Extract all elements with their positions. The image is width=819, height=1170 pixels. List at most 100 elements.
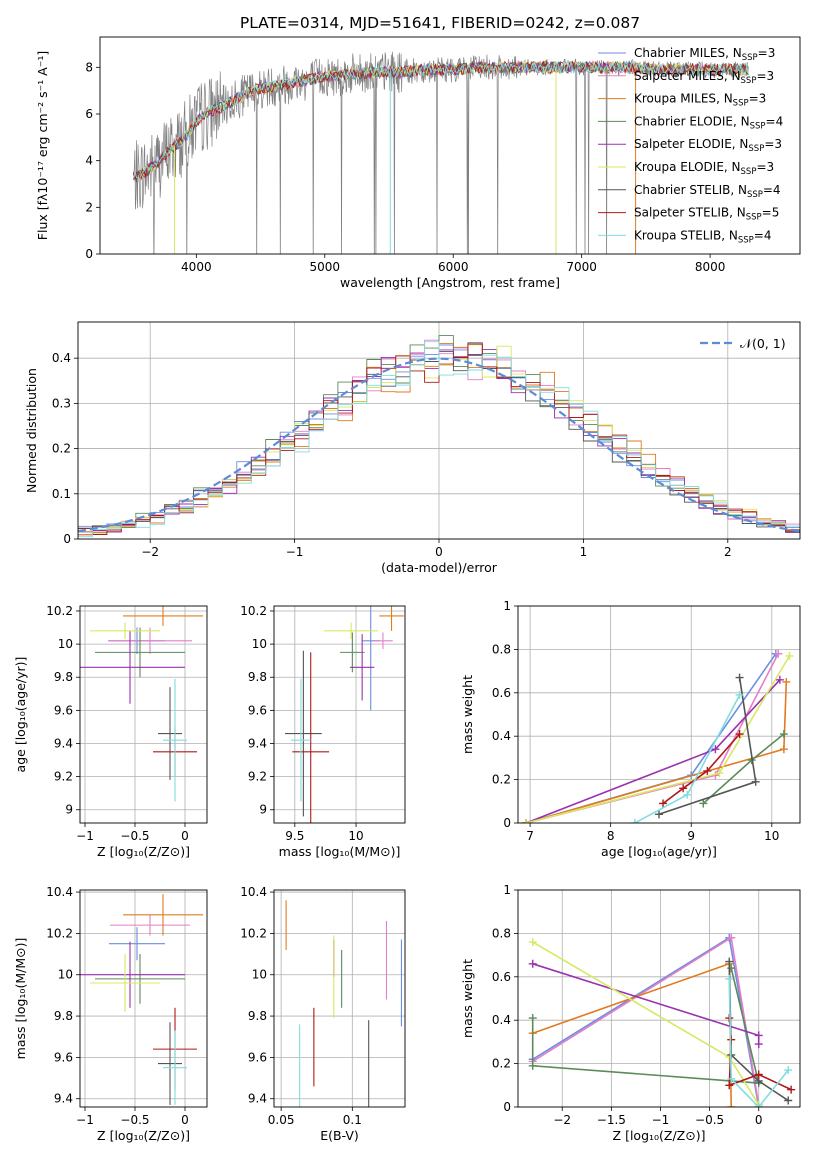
x-tick-label: −1.5 [597, 1113, 626, 1127]
legend-nssp-prefix: , N [716, 92, 733, 106]
model-spectrum-8 [133, 60, 749, 180]
mass-weight-marker [735, 690, 744, 699]
y-tick-label: 10 [58, 968, 73, 982]
y-tick-label: 10.2 [46, 926, 73, 940]
legend-series-name: Kroupa ELODIE [634, 160, 724, 174]
y-tick-label: 10.2 [240, 604, 267, 618]
mass-weight-marker [735, 730, 744, 739]
y-tick-label: 0.8 [492, 642, 511, 656]
mass-weight-marker [779, 745, 788, 754]
x-tick-label: 7000 [566, 260, 597, 274]
legend-label-2: Kroupa MILES, NSSP=3 [634, 92, 766, 109]
mass-weight-marker [715, 769, 724, 778]
mass-weight-marker [754, 1040, 763, 1049]
legend-nssp-prefix: , N [732, 137, 749, 151]
legend-nssp-prefix: , N [733, 114, 750, 128]
panel-residuals: −2 −1 0 1 2 0 0.1 0.2 0.3 0.4 (data-model)/error No… [24, 321, 801, 575]
x-tick-label: −1 [76, 1113, 94, 1127]
y-axis-label: age [log₁₀(age/yr)] [13, 657, 28, 773]
panel-mass_vs_Z: −1 −0.5 0 9.4 9.6 9.8 10 10.2 10.4 Z [log₁₀(Z/Z⊙)… [13, 885, 208, 1143]
y-tick-label: 9.2 [248, 770, 267, 784]
x-tick-label: −0.5 [120, 829, 149, 843]
x-tick-label: 5000 [309, 260, 340, 274]
axes-frame [273, 889, 406, 1108]
y-tick-label: 0.6 [492, 970, 511, 984]
mass-weight-marker [754, 1031, 763, 1040]
x-tick-label: 7 [526, 829, 534, 843]
legend-nssp-prefix: , N [730, 183, 747, 197]
y-tick-label: 0.4 [52, 351, 71, 365]
axes-frame [79, 605, 208, 824]
mass-weight-line-0 [525, 653, 777, 823]
mass-weight-marker [725, 1081, 734, 1090]
legend-nssp-value: =3 [756, 160, 774, 174]
mass-weight-marker [711, 745, 720, 754]
x-tick-label: 10 [348, 829, 363, 843]
plot-area [80, 606, 203, 802]
y-tick-label: 10.2 [46, 604, 73, 618]
y-tick-label: 0.2 [52, 442, 71, 456]
legend-series-name: Kroupa STELIB [634, 228, 721, 242]
panel-mass_weight_vs_age: 7 8 9 10 0 0.2 0.4 0.6 0.8 1 age [log₁₀(age/yr)] ma… [460, 599, 801, 859]
legend-nssp-subscript: SSP [738, 235, 754, 245]
mass-weight-marker [679, 784, 688, 793]
legend-nssp-value: =3 [749, 92, 767, 106]
mass-weight-marker [630, 819, 639, 823]
x-tick-label: −0.5 [695, 1113, 724, 1127]
y-tick-label: 9.8 [54, 1009, 73, 1023]
mass-weight-marker [703, 766, 712, 775]
mass-weight-marker [787, 1085, 796, 1094]
y-tick-label: 9.6 [248, 1050, 267, 1064]
legend-series-name: Salpeter ELODIE [634, 137, 732, 151]
plot-area [80, 894, 203, 1105]
mass-weight-marker [785, 651, 794, 660]
panel-spectrum: 4000 5000 6000 7000 8000 0 2 4 6 8 wavelength [Ang… [35, 36, 801, 290]
y-tick-label: 4 [85, 154, 93, 168]
legend-nssp-subscript: SSP [750, 121, 766, 131]
legend-nssp-subscript: SSP [748, 144, 764, 154]
mass-weight-marker [528, 1061, 537, 1070]
mass-weight-line-4 [532, 963, 760, 1045]
y-tick-label: 9.2 [54, 770, 73, 784]
legend-nssp-prefix: , N [721, 228, 738, 242]
legend-label-8: Kroupa STELIB, NSSP=4 [634, 228, 772, 245]
legend-nssp-prefix: , N [729, 206, 746, 220]
x-axis-label: age [log₁₀(age/yr)] [601, 844, 717, 859]
y-axis-label: mass [log₁₀(M/M⊙)] [13, 938, 28, 1060]
mass-weight-line-8 [728, 978, 789, 1107]
legend-nssp-subscript: SSP [741, 167, 757, 177]
residual-histogram-8 [78, 341, 800, 538]
y-tick-label: 0.8 [492, 926, 511, 940]
x-tick-label: −0.5 [120, 1113, 149, 1127]
legend-nssp-value: =5 [762, 206, 780, 220]
axes-frame [517, 889, 801, 1108]
x-tick-label: 8000 [695, 260, 726, 274]
y-axis-label: Flux [fλ10⁻¹⁷ erg cm⁻² s⁻¹ A⁻¹] [35, 51, 50, 240]
mass-weight-line-2 [525, 681, 788, 823]
y-tick-label: 1 [503, 599, 511, 613]
normal-curve [78, 357, 800, 533]
x-tick-label: 8 [607, 829, 615, 843]
y-tick-label: 0 [63, 532, 71, 546]
x-tick-label: 0 [181, 1113, 189, 1127]
legend-series-name: Chabrier ELODIE [634, 114, 733, 128]
figure-title: PLATE=0314, MJD=51641, FIBERID=0242, z=0… [240, 14, 640, 32]
y-axis-label: mass weight [460, 959, 475, 1038]
y-tick-label: 0 [503, 816, 511, 830]
y-tick-label: 0.3 [52, 396, 71, 410]
mass-weight-marker [784, 1096, 793, 1105]
legend-label-5: Kroupa ELODIE, NSSP=3 [634, 160, 774, 177]
plot-area [285, 900, 402, 1107]
y-tick-label: 0 [85, 247, 93, 261]
y-tick-label: 10.4 [46, 885, 73, 899]
x-tick-label: 9.5 [285, 829, 304, 843]
legend-label-4: Salpeter ELODIE, NSSP=3 [634, 137, 782, 154]
y-tick-label: 10.4 [240, 885, 267, 899]
y-tick-label: 9.4 [54, 736, 73, 750]
x-axis-label: mass [log₁₀(M/M⊙)] [279, 844, 401, 859]
panel-age_vs_mass: 9.5 10 9 9.2 9.4 9.6 9.8 10 10.2 mass [log₁₀(M/M⊙… [240, 604, 406, 859]
mass-weight-marker [528, 938, 537, 947]
y-tick-label: 6 [85, 107, 93, 121]
y-tick-label: 0.1 [52, 487, 71, 501]
mass-weight-marker [751, 777, 760, 786]
